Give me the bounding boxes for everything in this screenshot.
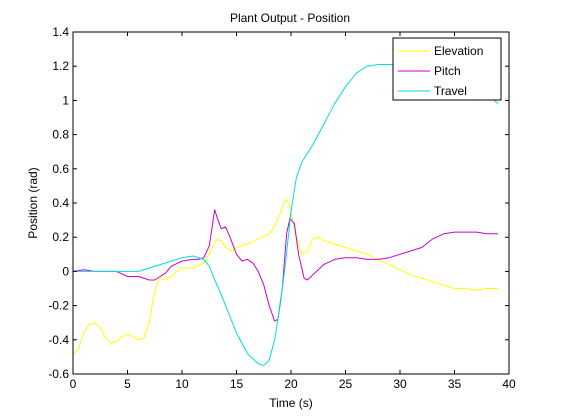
legend-label-elevation: Elevation: [434, 44, 483, 58]
y-tick-label: -0.2: [48, 299, 69, 313]
y-tick-label: 0: [62, 264, 69, 278]
x-tick-label: 5: [124, 377, 131, 391]
x-axis-title: Time (s): [269, 396, 313, 410]
y-tick-label: -0.4: [48, 333, 69, 347]
legend: Elevation Pitch Travel: [392, 37, 502, 101]
series-line-elevation: [72, 199, 499, 356]
y-tick-label: 1.4: [52, 25, 69, 39]
y-tick-label: 0.6: [52, 162, 69, 176]
x-tick-label: 30: [393, 377, 407, 391]
x-tick-label: 20: [284, 377, 298, 391]
legend-box: [392, 37, 502, 101]
y-tick-label: 1.2: [52, 59, 69, 73]
chart-title: Plant Output - Position: [230, 11, 350, 25]
legend-label-pitch: Pitch: [434, 64, 461, 78]
x-tick-label: 35: [448, 377, 462, 391]
x-axis: 0 5 10 15 20 25 30 35 40: [70, 32, 516, 391]
series-line-pitch: [72, 209, 499, 322]
y-tick-label: 0.4: [52, 196, 69, 210]
x-tick-label: 10: [175, 377, 189, 391]
y-axis-title: Position (rad): [26, 167, 40, 238]
y-tick-label: -0.6: [48, 367, 69, 381]
y-tick-label: 1: [62, 93, 69, 107]
x-tick-label: 0: [70, 377, 77, 391]
x-tick-label: 40: [502, 377, 516, 391]
legend-label-travel: Travel: [434, 84, 467, 98]
y-axis: -0.6 -0.4 -0.2 0 0.2 0.4 0.6 0.8 1 1.2 1.4: [48, 25, 509, 381]
y-tick-label: 0.8: [52, 128, 69, 142]
y-tick-label: 0.2: [52, 230, 69, 244]
x-tick-label: 25: [339, 377, 353, 391]
x-tick-label: 15: [230, 377, 244, 391]
